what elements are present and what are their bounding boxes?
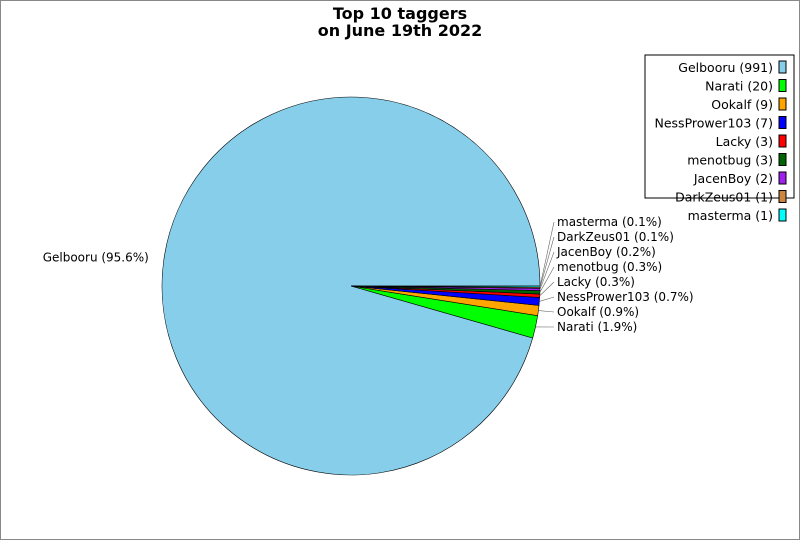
legend-swatch — [778, 97, 787, 111]
chart-title-line2: on June 19th 2022 — [318, 21, 483, 40]
slice-label: DarkZeus01 (0.1%) — [557, 230, 674, 244]
legend-entry: JacenBoy (2) — [693, 171, 773, 186]
label-leader-line — [539, 296, 555, 302]
legend-swatch — [778, 208, 787, 222]
legend-entry: Ookalf (9) — [711, 97, 773, 112]
legend-entry: DarkZeus01 (1) — [675, 190, 773, 205]
slice-label: Ookalf (0.9%) — [557, 305, 639, 319]
slice-label: masterma (0.1%) — [557, 215, 662, 229]
label-leader-line — [539, 236, 555, 288]
legend-entry: NessPrower103 (7) — [655, 116, 774, 131]
slice-label: Lacky (0.3%) — [557, 275, 635, 289]
legend-swatch — [778, 171, 787, 185]
legend-entry: Gelbooru (991) — [678, 60, 773, 75]
legend-swatch — [778, 153, 787, 166]
label-leader-line — [539, 251, 555, 290]
legend-swatch — [778, 79, 787, 92]
legend-box — [644, 54, 795, 199]
label-leader-line — [539, 221, 555, 287]
legend-swatch — [778, 60, 787, 74]
slice-label: Narati (1.9%) — [557, 320, 637, 334]
chart-title-line1: Top 10 taggers — [333, 4, 467, 23]
slice-label: menotbug (0.3%) — [557, 260, 662, 274]
slice-label: JacenBoy (0.2%) — [556, 245, 656, 259]
legend-swatch — [778, 134, 787, 148]
legend-entry: Narati (20) — [705, 79, 773, 94]
label-leader-line — [539, 281, 555, 296]
legend-swatch — [778, 190, 787, 203]
legend: Gelbooru (991) Narati (20) Ookalf (9) NessP… — [644, 54, 795, 223]
slice-label: NessPrower103 (0.7%) — [557, 290, 694, 304]
label-leader-line — [539, 266, 555, 293]
slice-label: Gelbooru (95.6%) — [43, 251, 149, 265]
legend-entry: Lacky (3) — [716, 134, 773, 149]
label-leader-line — [538, 310, 555, 313]
legend-swatch — [778, 116, 787, 129]
legend-entry: menotbug (3) — [687, 153, 773, 168]
legend-entry: masterma (1) — [688, 208, 773, 223]
